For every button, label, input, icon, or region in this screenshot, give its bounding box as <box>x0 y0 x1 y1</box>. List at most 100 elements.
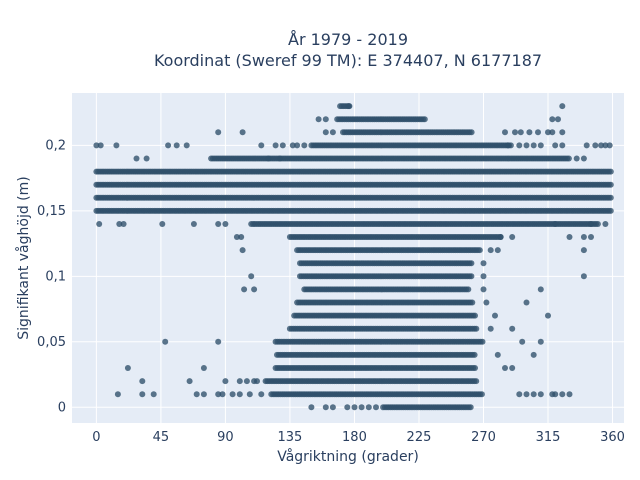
data-point <box>236 378 243 385</box>
data-point <box>487 247 494 254</box>
data-point <box>467 404 474 411</box>
data-point <box>322 116 329 123</box>
data-point <box>186 378 193 385</box>
data-point <box>607 181 614 188</box>
data-point <box>549 129 556 136</box>
data-point <box>555 116 561 123</box>
data-point <box>193 391 200 398</box>
data-point <box>358 404 365 411</box>
data-point <box>96 221 103 227</box>
data-point <box>468 129 475 136</box>
data-point <box>494 247 501 254</box>
data-point <box>222 378 229 385</box>
data-point <box>139 391 146 398</box>
x-tick-label: 360 <box>600 430 625 445</box>
data-point <box>523 391 530 398</box>
data-point <box>97 142 104 149</box>
x-axis-ticks: 0 45 90 135 180 225 270 315 360 <box>92 430 625 445</box>
data-point <box>476 247 483 254</box>
y-tick-label: 0,2 <box>45 138 66 153</box>
data-point <box>517 129 524 136</box>
data-point <box>549 391 556 398</box>
y-tick-label: 0,15 <box>37 204 66 219</box>
data-point <box>365 404 372 411</box>
data-point <box>480 260 487 267</box>
data-point <box>222 221 229 227</box>
data-point <box>559 103 566 110</box>
data-point <box>465 286 472 293</box>
data-points <box>93 103 614 411</box>
data-point <box>215 338 222 345</box>
data-point <box>113 142 120 149</box>
data-point <box>580 273 587 280</box>
data-point <box>124 365 131 371</box>
data-point <box>165 142 172 149</box>
data-point <box>254 378 260 385</box>
data-point <box>114 391 121 398</box>
data-point <box>537 142 544 149</box>
x-tick-label: 315 <box>536 430 561 445</box>
data-point <box>592 142 599 149</box>
data-point <box>607 194 614 201</box>
data-point <box>251 286 258 293</box>
data-point <box>559 129 566 136</box>
data-point <box>200 365 207 371</box>
data-point <box>248 273 255 280</box>
data-point <box>504 142 511 149</box>
data-point <box>473 378 480 385</box>
x-tick-label: 90 <box>217 430 234 445</box>
x-tick-label: 225 <box>407 430 432 445</box>
data-point <box>215 221 222 227</box>
data-point <box>143 155 150 162</box>
data-point <box>480 273 487 280</box>
data-point <box>351 404 358 411</box>
data-point <box>239 129 246 136</box>
data-point <box>183 142 190 149</box>
data-point <box>583 142 590 149</box>
data-point <box>492 312 498 319</box>
data-point <box>472 312 478 319</box>
data-point <box>289 142 296 149</box>
data-point <box>93 142 100 149</box>
data-point <box>537 338 544 345</box>
data-point <box>580 234 587 240</box>
data-point <box>215 129 222 136</box>
data-point <box>519 338 526 345</box>
data-point <box>552 221 559 227</box>
data-point <box>509 234 516 240</box>
data-point <box>239 247 246 254</box>
data-point <box>598 142 605 149</box>
data-point <box>139 378 146 385</box>
data-point <box>329 404 336 411</box>
data-point <box>276 155 283 162</box>
data-point <box>602 142 609 149</box>
data-point <box>537 286 544 293</box>
y-tick-label: 0 <box>58 400 66 415</box>
data-point <box>549 116 556 123</box>
data-point <box>509 325 516 332</box>
data-point <box>594 221 601 227</box>
data-point <box>272 142 279 149</box>
data-point <box>480 286 487 293</box>
data-point <box>588 221 594 227</box>
data-point <box>233 234 240 240</box>
data-point <box>479 338 486 345</box>
data-point <box>265 155 272 162</box>
data-point <box>241 286 248 293</box>
data-point <box>530 142 537 149</box>
y-axis-ticks: 0 0,05 0,1 0,15 0,2 <box>37 138 66 415</box>
data-point <box>200 391 207 398</box>
data-point <box>150 391 157 398</box>
data-point <box>159 221 166 227</box>
data-point <box>258 391 265 398</box>
x-tick-label: 270 <box>471 430 496 445</box>
data-point <box>322 404 329 411</box>
data-point <box>523 299 530 306</box>
data-point <box>301 142 308 149</box>
data-point <box>219 391 226 398</box>
data-point <box>535 129 541 136</box>
data-point <box>552 142 559 149</box>
data-point <box>133 155 140 162</box>
